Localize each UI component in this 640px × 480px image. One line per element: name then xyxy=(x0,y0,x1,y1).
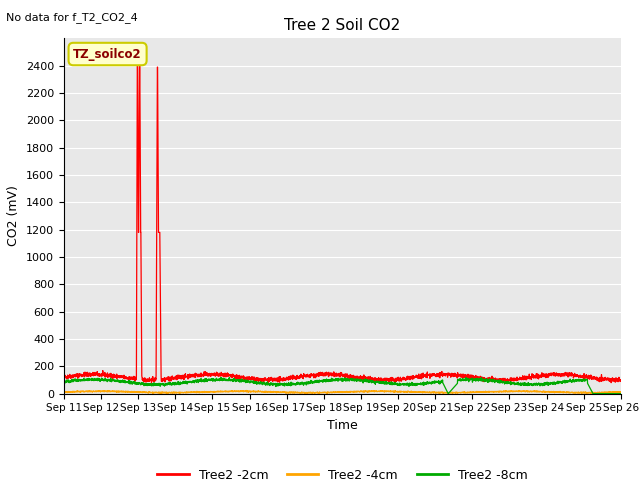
Tree2 -8cm xyxy=(298,380,306,385)
Text: No data for f_T2_CO2_4: No data for f_T2_CO2_4 xyxy=(6,12,138,23)
Title: Tree 2 Soil CO2: Tree 2 Soil CO2 xyxy=(284,18,401,33)
Tree2 -4cm xyxy=(547,389,554,395)
Tree2 -2cm xyxy=(157,332,164,338)
Tree2 -4cm xyxy=(298,389,306,395)
Tree2 -2cm xyxy=(298,373,306,379)
Legend: Tree2 -2cm, Tree2 -4cm, Tree2 -8cm: Tree2 -2cm, Tree2 -4cm, Tree2 -8cm xyxy=(152,464,532,480)
Tree2 -2cm xyxy=(134,50,141,56)
Tree2 -4cm xyxy=(243,387,250,393)
Tree2 -2cm xyxy=(274,377,282,383)
Tree2 -2cm xyxy=(60,374,68,380)
Tree2 -4cm xyxy=(157,390,164,396)
Tree2 -8cm xyxy=(157,382,164,387)
Tree2 -4cm xyxy=(60,390,68,396)
Line: Tree2 -4cm: Tree2 -4cm xyxy=(64,390,621,393)
Tree2 -8cm xyxy=(606,391,614,396)
X-axis label: Time: Time xyxy=(327,419,358,432)
Tree2 -2cm xyxy=(547,371,554,376)
Tree2 -2cm xyxy=(606,376,614,382)
Tree2 -8cm xyxy=(60,380,68,385)
Tree2 -2cm xyxy=(124,375,131,381)
Tree2 -8cm xyxy=(274,381,282,387)
Tree2 -8cm xyxy=(124,379,131,385)
Tree2 -8cm xyxy=(617,391,625,396)
Tree2 -2cm xyxy=(257,380,265,385)
Tree2 -4cm xyxy=(150,390,157,396)
Tree2 -8cm xyxy=(225,374,233,380)
Tree2 -4cm xyxy=(617,389,625,395)
Tree2 -8cm xyxy=(547,380,554,385)
Line: Tree2 -2cm: Tree2 -2cm xyxy=(64,53,621,383)
Tree2 -8cm xyxy=(444,391,452,396)
Tree2 -4cm xyxy=(274,389,282,395)
Y-axis label: CO2 (mV): CO2 (mV) xyxy=(8,186,20,246)
Tree2 -4cm xyxy=(606,389,614,395)
Line: Tree2 -8cm: Tree2 -8cm xyxy=(64,377,621,394)
Tree2 -2cm xyxy=(617,377,625,383)
Text: TZ_soilco2: TZ_soilco2 xyxy=(74,48,142,60)
Tree2 -4cm xyxy=(124,389,131,395)
